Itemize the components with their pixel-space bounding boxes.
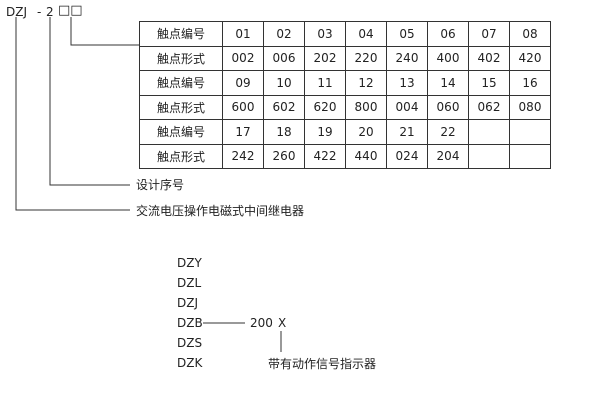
series-item: DZL [177,276,202,290]
table-cell: 004 [386,94,428,120]
table-cell: 04 [345,21,387,47]
table-cell: 006 [263,45,305,71]
series-item: DZY [177,256,202,270]
table-cell [468,143,510,169]
table-cell: 002 [222,45,264,71]
row-label: 触点编号 [139,70,223,96]
table-cell: 402 [468,45,510,71]
table-row: 触点形式 600 602 620 800 004 060 062 080 [139,94,551,120]
digit-connector [49,17,130,186]
table-cell: 03 [304,21,346,47]
table-cell: 422 [304,143,346,169]
model-boxes: □□ [58,3,83,18]
table-cell: 09 [222,70,264,96]
table-cell: 260 [263,143,305,169]
table-cell: 400 [427,45,469,71]
boxes-connector [70,17,139,46]
dzb-number: 200 [250,316,273,330]
table-cell: 242 [222,143,264,169]
table-cell: 15 [468,70,510,96]
table-cell: 204 [427,143,469,169]
suffix-note: 带有动作信号指示器 [268,357,377,371]
series-item: DZS [177,336,203,350]
table-cell: 620 [304,94,346,120]
table-cell: 17 [222,119,264,145]
table-cell: 21 [386,119,428,145]
row-label: 触点编号 [139,119,223,145]
table-cell [509,143,551,169]
row-label: 触点形式 [139,94,223,120]
series-item: DZJ [177,296,198,310]
table-cell: 12 [345,70,387,96]
table-cell: 060 [427,94,469,120]
table-cell: 602 [263,94,305,120]
model-digit: 2 [46,5,54,19]
table-cell: 22 [427,119,469,145]
row-label: 触点形式 [139,143,223,169]
table-cell: 13 [386,70,428,96]
table-cell: 080 [509,94,551,120]
series-item: DZB [177,316,203,330]
table-cell: 06 [427,21,469,47]
series-item: DZK [177,356,203,370]
relay-type-label: 交流电压操作电磁式中间继电器 [136,204,305,218]
table-cell: 18 [263,119,305,145]
table-cell: 420 [509,45,551,71]
table-cell: 11 [304,70,346,96]
table-cell: 07 [468,21,510,47]
table-cell: 10 [263,70,305,96]
table-cell: 05 [386,21,428,47]
table-cell: 024 [386,143,428,169]
row-label: 触点编号 [139,21,223,47]
table-row: 触点编号 01 02 03 04 05 06 07 08 [139,21,551,47]
prefix-connector [15,17,130,211]
table-cell: 16 [509,70,551,96]
table-row: 触点形式 002 006 202 220 240 400 402 420 [139,45,551,71]
table-cell: 08 [509,21,551,47]
table-cell: 220 [345,45,387,71]
table-cell: 14 [427,70,469,96]
table-cell: 01 [222,21,264,47]
row-label: 触点形式 [139,45,223,71]
table-cell: 02 [263,21,305,47]
model-dash: - [37,5,42,19]
table-row: 触点编号 09 10 11 12 13 14 15 16 [139,70,551,96]
table-cell: 20 [345,119,387,145]
table-cell: 800 [345,94,387,120]
table-cell [468,119,510,145]
design-number-label: 设计序号 [136,178,185,192]
table-cell: 19 [304,119,346,145]
table-cell: 440 [345,143,387,169]
table-cell: 062 [468,94,510,120]
contact-table: 触点编号 01 02 03 04 05 06 07 08 触点形式 002 006 202 220 240 4… [139,21,551,169]
table-row: 触点形式 242 260 422 440 024 204 [139,143,551,169]
table-cell: 202 [304,45,346,71]
table-cell: 240 [386,45,428,71]
table-row: 触点编号 17 18 19 20 21 22 [139,119,551,145]
model-prefix: DZJ [6,5,27,19]
table-cell: 600 [222,94,264,120]
dzb-suffix: X [278,316,287,330]
table-cell [509,119,551,145]
